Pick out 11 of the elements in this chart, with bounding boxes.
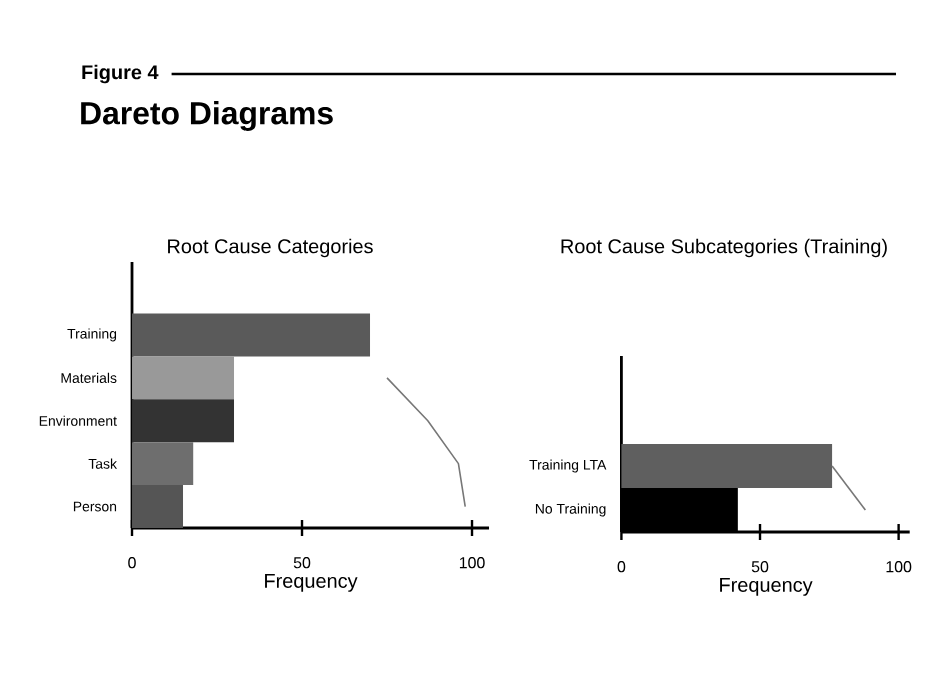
caption: Figure 4 xyxy=(82,64,159,84)
bar xyxy=(132,485,184,528)
x-axis-title: Frequency xyxy=(265,574,358,592)
bar xyxy=(132,313,371,357)
bar xyxy=(132,399,235,443)
chart-title: Root Cause Subcategories (Training) xyxy=(561,238,887,258)
chart-title: Root Cause Categories xyxy=(168,238,373,258)
text: Dareto Diagrams xyxy=(81,101,333,131)
x-axis-title: Frequency xyxy=(720,578,813,596)
bar xyxy=(132,356,235,400)
bar xyxy=(132,442,194,486)
